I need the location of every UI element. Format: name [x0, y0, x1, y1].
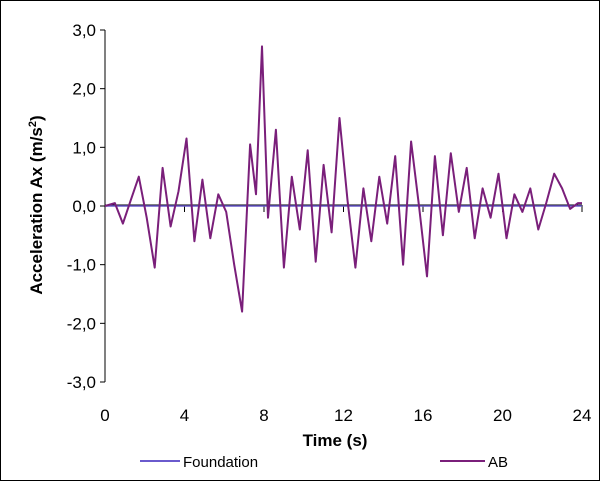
legend-label-foundation: Foundation [183, 454, 258, 471]
y-tick-label: -2,0 [67, 314, 96, 333]
y-tick-label: -3,0 [67, 373, 96, 392]
x-tick-label: 24 [573, 406, 592, 425]
y-tick-label: 0,0 [72, 197, 96, 216]
legend-label-ab: AB [488, 454, 508, 471]
y-axis-title: Acceleration Ax (m/s2) [27, 115, 46, 294]
y-axis-title-superscript: 2 [27, 121, 39, 127]
legend: Foundation AB [140, 454, 508, 471]
x-tick-label: 12 [334, 406, 353, 425]
series-line-ab [104, 45, 582, 313]
x-tick-label: 8 [259, 406, 268, 425]
x-tick-label: 20 [493, 406, 512, 425]
x-ticks: 0 4 8 12 16 20 24 [100, 206, 591, 425]
x-axis-title: Time (s) [303, 431, 368, 450]
x-tick-label: 16 [414, 406, 433, 425]
y-tick-label: -1,0 [67, 256, 96, 275]
x-tick-label: 4 [180, 406, 189, 425]
y-tick-label: 2,0 [72, 80, 96, 99]
y-tick-label: 1,0 [72, 138, 96, 157]
x-tick-label: 0 [100, 406, 109, 425]
y-ticks: 3,0 2,0 1,0 0,0 -1,0 -2,0 -3,0 [67, 21, 105, 392]
y-tick-label: 3,0 [72, 21, 96, 40]
y-axis-title-main: Acceleration Ax (m/s [27, 127, 46, 295]
series-layer [104, 45, 582, 313]
y-axis-title-end: ) [27, 115, 46, 121]
